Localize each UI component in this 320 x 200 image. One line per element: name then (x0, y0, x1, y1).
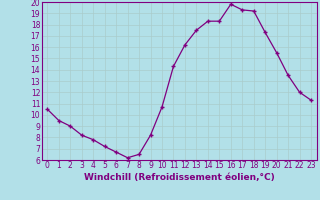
X-axis label: Windchill (Refroidissement éolien,°C): Windchill (Refroidissement éolien,°C) (84, 173, 275, 182)
